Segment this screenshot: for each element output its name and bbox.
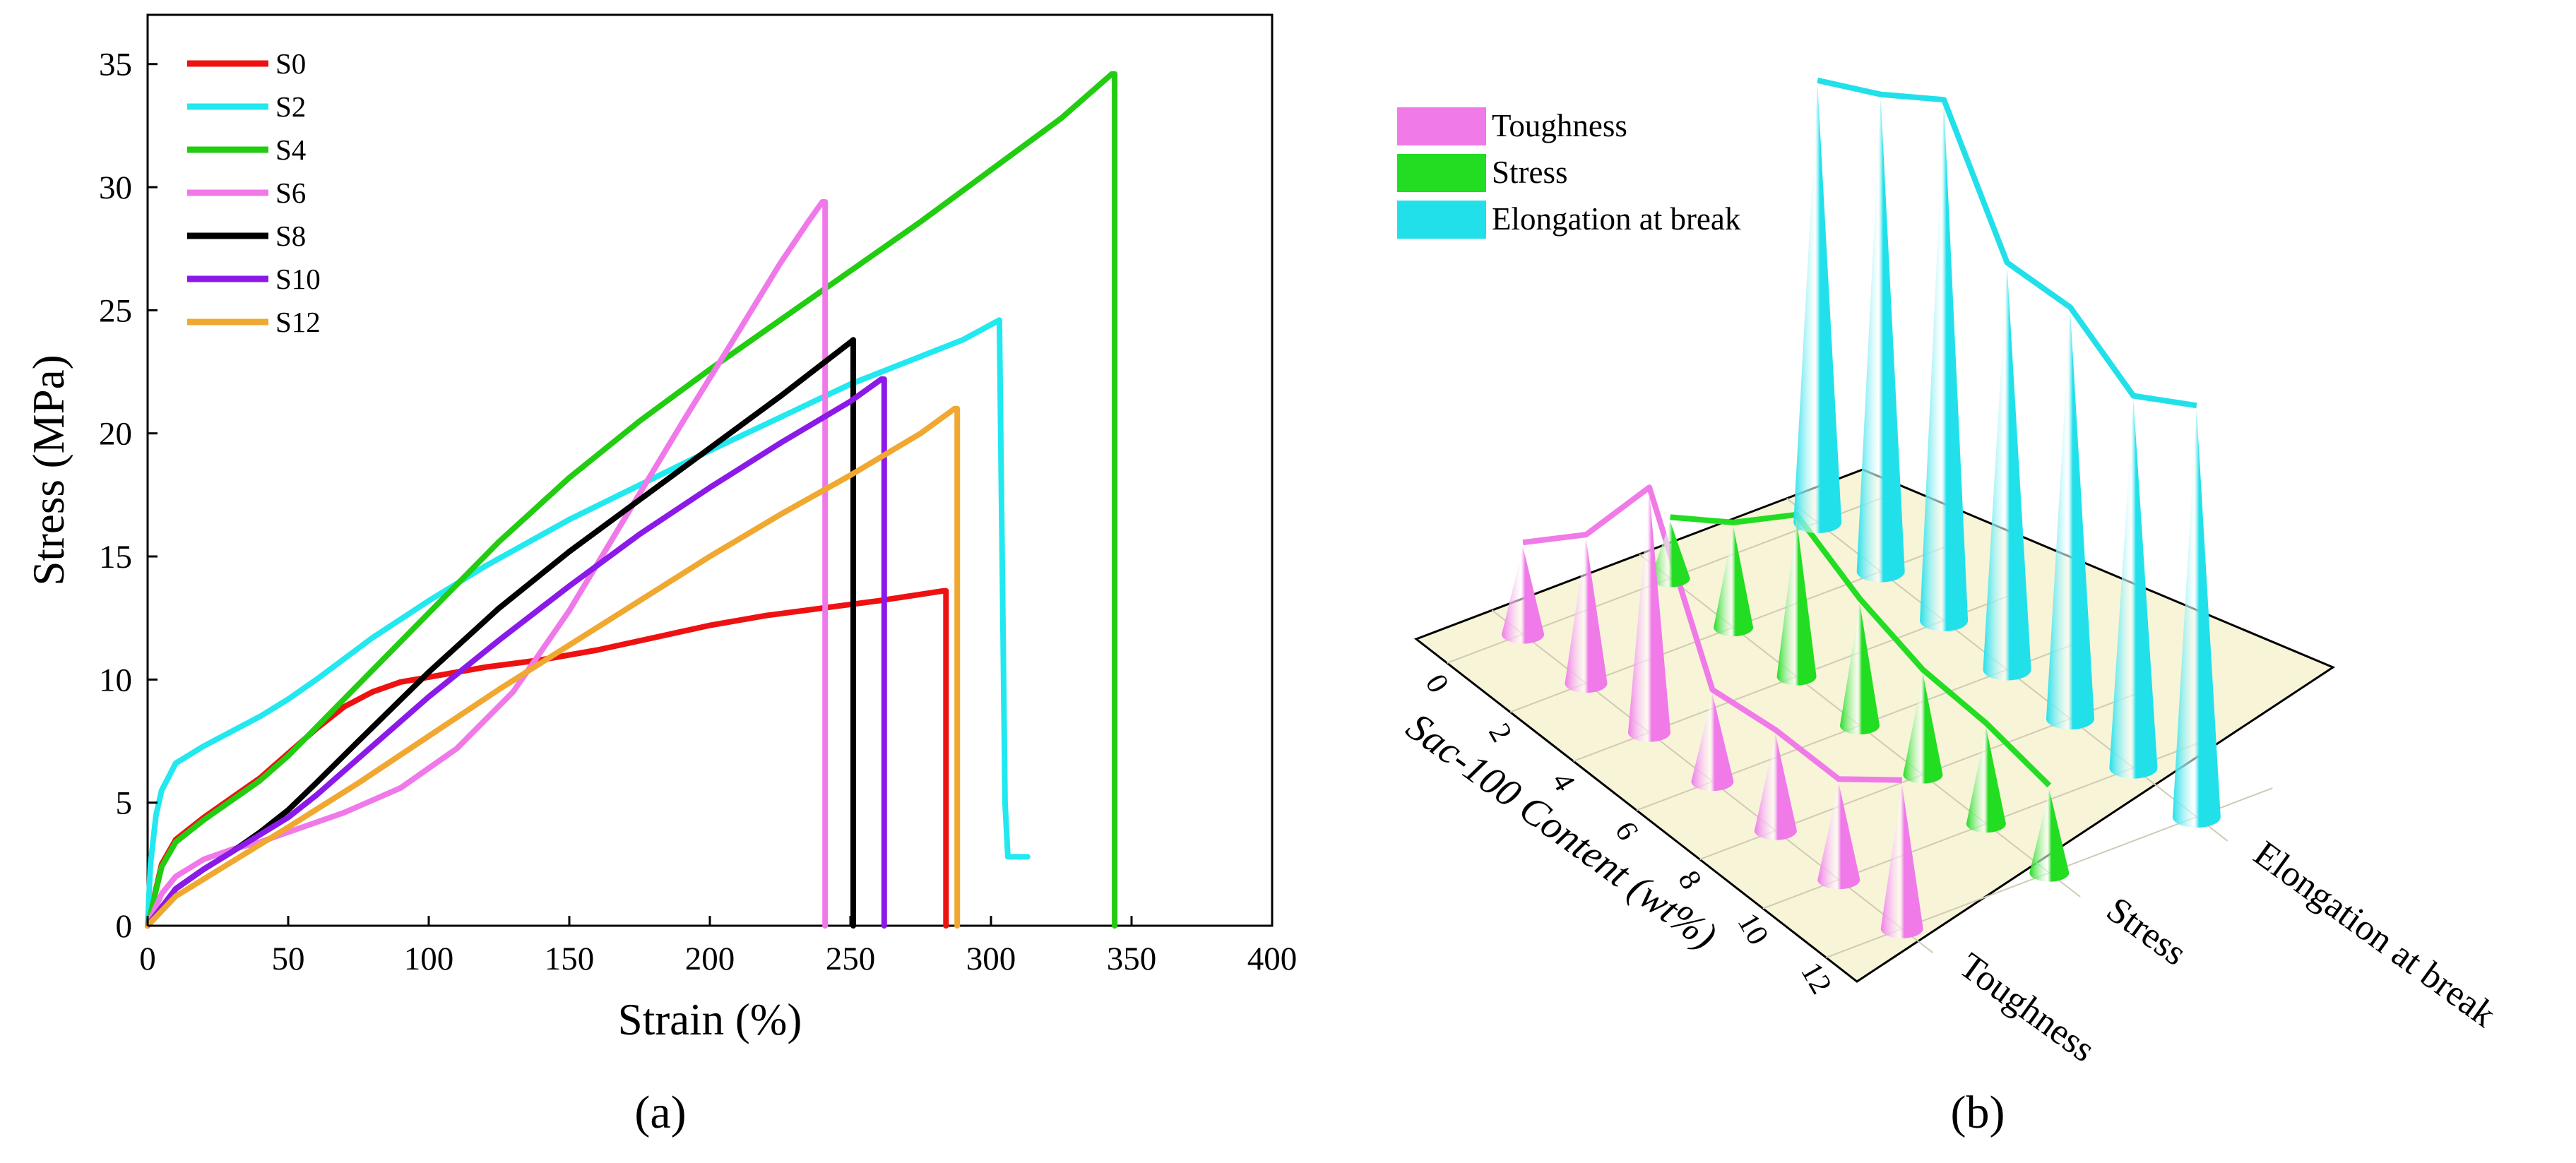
series-line-s10 bbox=[145, 376, 887, 929]
legend-label-s0: S0 bbox=[275, 47, 306, 80]
y-tick-label: 20 bbox=[99, 416, 132, 453]
panel-a-plot-frame bbox=[146, 13, 1274, 927]
x-tick-label: 0 bbox=[139, 941, 156, 977]
cone-elongation-at-break bbox=[2109, 400, 2158, 779]
legend-label-s12: S12 bbox=[275, 306, 321, 338]
panel-a-x-axis-title: Strain (%) bbox=[618, 995, 802, 1044]
legend-label-stress: Stress bbox=[1492, 155, 1568, 190]
y-tick-label: 10 bbox=[99, 662, 132, 698]
y-tick-label: 15 bbox=[99, 539, 132, 575]
cone-elongation-at-break bbox=[2172, 410, 2221, 828]
panel-a-series-group bbox=[145, 71, 1118, 929]
x-tick-label: 300 bbox=[966, 941, 1016, 977]
cone-stress bbox=[1650, 521, 1690, 588]
legend-label-s2: S2 bbox=[275, 90, 306, 123]
x-category-label: 10 bbox=[1731, 907, 1774, 950]
series-line-s6 bbox=[145, 199, 829, 929]
x-category-label: 2 bbox=[1482, 718, 1518, 748]
cone-toughness bbox=[1754, 734, 1797, 840]
x-tick-label: 50 bbox=[272, 941, 305, 977]
legend-label-s10: S10 bbox=[275, 263, 321, 295]
y-tick-label: 25 bbox=[99, 292, 132, 329]
series-line-s12 bbox=[145, 405, 961, 929]
legend-label-s8: S8 bbox=[275, 220, 306, 252]
cone-elongation-at-break bbox=[1920, 104, 1969, 632]
cone-elongation-at-break bbox=[1983, 266, 2031, 681]
cone-stress bbox=[1776, 518, 1817, 686]
y-category-label: Elongation at break bbox=[2247, 833, 2503, 1034]
cone-toughness bbox=[1628, 491, 1670, 742]
series-line-stress bbox=[1670, 511, 2052, 788]
series-line-toughness bbox=[1522, 484, 1902, 783]
x-tick-label: 100 bbox=[404, 941, 454, 977]
cone-toughness bbox=[1691, 693, 1734, 792]
cone-toughness bbox=[1502, 547, 1545, 644]
cone-stress bbox=[1903, 674, 1943, 784]
x-category-label: 0 bbox=[1419, 669, 1455, 698]
y-category-label: Toughness bbox=[1952, 946, 2102, 1070]
cone-stress bbox=[1966, 727, 2006, 833]
x-category-label: 12 bbox=[1794, 957, 1838, 1000]
cone-toughness bbox=[1880, 784, 1923, 938]
legend-swatch-toughness bbox=[1397, 107, 1486, 145]
x-category-label: 4 bbox=[1545, 767, 1581, 797]
cone-stress bbox=[1840, 602, 1880, 735]
legend-swatch-elongation-at-break bbox=[1397, 201, 1486, 239]
legend-label-elongation-at-break: Elongation at break bbox=[1492, 201, 1741, 237]
cone-elongation-at-break bbox=[1793, 84, 1842, 534]
panel-a-line-chart: 0 50 100 150 200 250 300 350 400 0 5 10 15 20 25 30 35 S… bbox=[24, 13, 1297, 1138]
y-tick-label: 0 bbox=[116, 908, 133, 945]
legend-label-s6: S6 bbox=[275, 177, 306, 209]
x-tick-label: 200 bbox=[685, 941, 735, 977]
series-line-elongation-at-break bbox=[1817, 77, 2197, 409]
legend-label-s4: S4 bbox=[275, 133, 306, 166]
x-tick-label: 150 bbox=[545, 941, 595, 977]
x-tick-label: 250 bbox=[826, 941, 876, 977]
series-line-s4 bbox=[145, 71, 1118, 929]
panel-b-label: (b) bbox=[1951, 1087, 2005, 1138]
y-category-label: Stress bbox=[2099, 890, 2194, 974]
panel-b-legend: Toughness Stress Elongation at break bbox=[1397, 107, 1741, 239]
y-tick-label: 30 bbox=[99, 169, 132, 206]
panel-a-legend: S0 S2 S4 S6 S8 S10 S12 bbox=[187, 47, 321, 338]
y-tick-label: 5 bbox=[116, 785, 133, 822]
cone-elongation-at-break bbox=[1856, 98, 1905, 583]
cone-stress bbox=[1714, 526, 1754, 637]
cone-toughness bbox=[1565, 539, 1608, 693]
series-line-s2 bbox=[145, 317, 1031, 929]
y-tick-label: 35 bbox=[99, 47, 132, 83]
legend-swatch-stress bbox=[1397, 154, 1486, 192]
legend-label-toughness: Toughness bbox=[1492, 108, 1627, 143]
x-category-label: 6 bbox=[1608, 816, 1644, 846]
panel-a-label: (a) bbox=[634, 1087, 686, 1138]
cone-toughness bbox=[1817, 783, 1860, 890]
x-tick-label: 350 bbox=[1107, 941, 1157, 977]
panel-a-ticks-group: 0 50 100 150 200 250 300 350 400 0 5 10 15 20 25 30 35 bbox=[99, 47, 1297, 977]
panel-a-y-axis-title: Stress (MPa) bbox=[24, 354, 73, 585]
panel-b-cones bbox=[1502, 84, 2221, 938]
x-tick-label: 400 bbox=[1247, 941, 1298, 977]
cone-elongation-at-break bbox=[2046, 311, 2094, 730]
cone-stress bbox=[2029, 789, 2070, 882]
panel-b-series-lines bbox=[1522, 77, 2197, 788]
